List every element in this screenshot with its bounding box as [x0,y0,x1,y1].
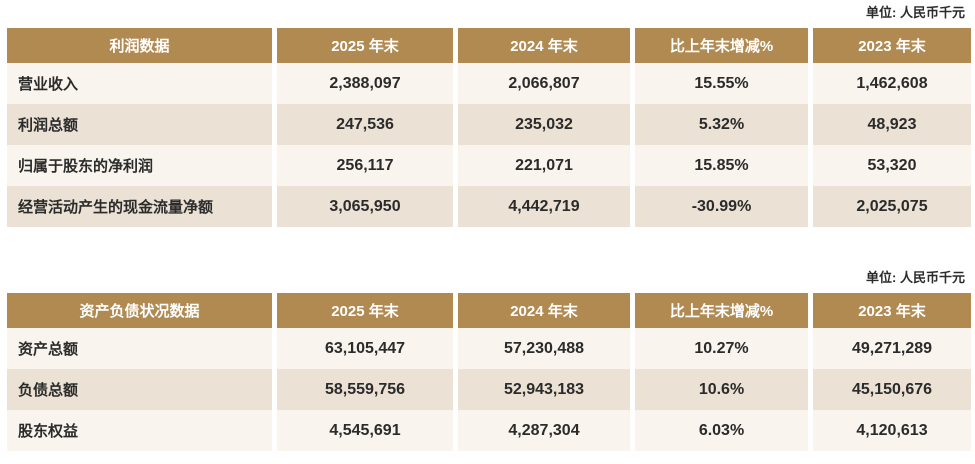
data-cell: 10.6% [635,369,808,410]
data-cell: 10.27% [635,328,808,369]
data-cell: 247,536 [277,104,453,145]
table-row: 归属于股东的净利润 256,117 221,071 15.85% 53,320 [7,145,971,186]
header-cell: 2023 年末 [813,293,971,328]
data-cell: -30.99% [635,186,808,227]
data-cell: 4,287,304 [458,410,630,451]
table-row: 经营活动产生的现金流量净额 3,065,950 4,442,719 -30.99% 2,… [7,186,971,227]
data-cell: 57,230,488 [458,328,630,369]
data-cell: 2,025,075 [813,186,971,227]
data-cell: 5.32% [635,104,808,145]
header-cell: 2023 年末 [813,28,971,63]
data-cell: 1,462,608 [813,63,971,104]
row-label: 利润总额 [7,104,272,145]
header-cell: 比上年末增减% [635,293,808,328]
unit-label: 单位: 人民币千元 [866,5,965,20]
data-cell: 45,150,676 [813,369,971,410]
header-cell: 2025 年末 [277,28,453,63]
data-cell: 221,071 [458,145,630,186]
row-label: 负债总额 [7,369,272,410]
row-label: 归属于股东的净利润 [7,145,272,186]
data-cell: 48,923 [813,104,971,145]
data-cell: 6.03% [635,410,808,451]
data-cell: 49,271,289 [813,328,971,369]
unit-label: 单位: 人民币千元 [866,270,965,285]
data-cell: 58,559,756 [277,369,453,410]
row-label: 经营活动产生的现金流量净额 [7,186,272,227]
data-cell: 63,105,447 [277,328,453,369]
data-cell: 15.55% [635,63,808,104]
data-cell: 4,545,691 [277,410,453,451]
header-cell: 比上年末增减% [635,28,808,63]
row-label: 资产总额 [7,328,272,369]
data-cell: 2,066,807 [458,63,630,104]
table-header-row: 资产负债状况数据 2025 年末 2024 年末 比上年末增减% 2023 年末 [7,293,971,328]
table-row: 股东权益 4,545,691 4,287,304 6.03% 4,120,613 [7,410,971,451]
table-row: 资产总额 63,105,447 57,230,488 10.27% 49,271,289 [7,328,971,369]
header-cell: 2024 年末 [458,293,630,328]
profit-data-table: 利润数据 2025 年末 2024 年末 比上年末增减% 2023 年末 营业收入 2,38… [7,28,971,227]
data-cell: 256,117 [277,145,453,186]
data-cell: 3,065,950 [277,186,453,227]
data-cell: 4,442,719 [458,186,630,227]
header-cell: 资产负债状况数据 [7,293,272,328]
data-cell: 52,943,183 [458,369,630,410]
table-row: 营业收入 2,388,097 2,066,807 15.55% 1,462,608 [7,63,971,104]
header-cell: 2024 年末 [458,28,630,63]
row-label: 营业收入 [7,63,272,104]
data-cell: 2,388,097 [277,63,453,104]
row-label: 股东权益 [7,410,272,451]
header-cell: 利润数据 [7,28,272,63]
data-cell: 235,032 [458,104,630,145]
table-header-row: 利润数据 2025 年末 2024 年末 比上年末增减% 2023 年末 [7,28,971,63]
data-cell: 4,120,613 [813,410,971,451]
balance-sheet-table: 资产负债状况数据 2025 年末 2024 年末 比上年末增减% 2023 年末 资产总额… [7,293,971,451]
data-cell: 15.85% [635,145,808,186]
table-row: 负债总额 58,559,756 52,943,183 10.6% 45,150,676 [7,369,971,410]
table-row: 利润总额 247,536 235,032 5.32% 48,923 [7,104,971,145]
header-cell: 2025 年末 [277,293,453,328]
data-cell: 53,320 [813,145,971,186]
